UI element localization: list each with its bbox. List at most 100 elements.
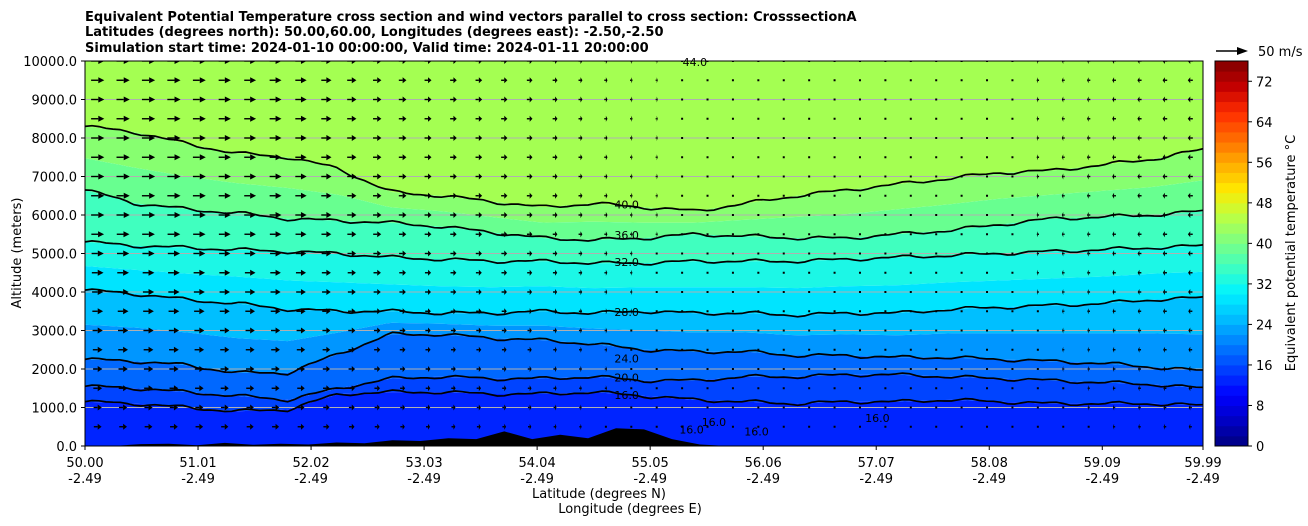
wind-vector — [909, 271, 912, 274]
wind-vector-head — [173, 366, 179, 372]
wind-vector-head — [174, 135, 181, 141]
wind-vector-head — [428, 231, 432, 238]
wind-vector-head — [402, 385, 406, 392]
wind-vector-head — [1137, 231, 1140, 238]
wind-vector-head — [453, 115, 457, 122]
wind-vector-head — [97, 250, 104, 257]
wind-vector — [808, 406, 811, 409]
wind-vector — [858, 252, 861, 255]
wind-vector-head — [605, 173, 608, 180]
plot-fill-layer — [85, 61, 1203, 446]
wind-vector-head — [224, 366, 230, 372]
wind-vector — [681, 175, 684, 178]
wind-vector — [681, 117, 684, 120]
wind-vector-head — [1061, 77, 1064, 84]
wind-vector — [1011, 194, 1014, 197]
wind-vector-head — [300, 115, 307, 122]
wind-vector-head — [1188, 423, 1191, 430]
wind-vector-head — [428, 192, 432, 199]
wind-vector — [782, 425, 785, 428]
wind-vector-head — [148, 250, 155, 257]
wind-vector-head — [97, 366, 103, 372]
wind-vector-head — [428, 423, 431, 430]
wind-vector-head — [478, 250, 482, 257]
wind-vector-head — [326, 404, 330, 411]
wind-vector-head — [377, 269, 381, 276]
contour-line-16 — [85, 389, 1203, 413]
wind-vector-head — [605, 346, 608, 353]
wind-vector-head — [453, 154, 457, 161]
x-tick-label-lat: 58.08 — [971, 456, 1008, 471]
wind-vector-head — [377, 173, 382, 180]
wind-vector — [706, 252, 709, 255]
wind-vector-head — [529, 250, 533, 257]
wind-vector — [808, 291, 811, 293]
wind-vector-head — [1188, 289, 1191, 295]
wind-vector-head — [224, 77, 231, 84]
wind-vector-head — [174, 231, 181, 238]
wind-vector-head — [1112, 366, 1115, 372]
wind-vector-head — [453, 77, 457, 84]
wind-vector-head — [656, 192, 658, 199]
wind-vector — [681, 233, 684, 236]
colorbar-segment — [1215, 162, 1248, 173]
wind-vector-head — [631, 289, 633, 295]
wind-vector-head — [1163, 404, 1165, 411]
wind-vector-head — [1062, 327, 1064, 334]
wind-vector — [858, 425, 861, 428]
wind-vector-head — [555, 115, 558, 122]
wind-vector — [681, 252, 684, 255]
wind-vector-head — [504, 308, 507, 315]
wind-vector-head — [504, 385, 507, 392]
wind-vector-head — [275, 385, 280, 392]
wind-vector — [935, 79, 938, 82]
wind-vector-head — [555, 135, 558, 141]
wind-vector-head — [428, 250, 432, 257]
wind-vector — [731, 156, 734, 159]
wind-vector — [909, 425, 912, 428]
wind-vector-head — [478, 289, 482, 295]
wind-vector — [808, 348, 811, 351]
wind-vector-head — [250, 96, 257, 103]
colorbar-segment — [1215, 223, 1248, 234]
wind-vector-head — [97, 423, 102, 430]
wind-vector-head — [529, 192, 533, 199]
wind-vector-head — [148, 423, 153, 430]
wind-vector-head — [1187, 231, 1191, 238]
wind-vector-head — [199, 77, 206, 84]
wind-vector — [884, 368, 887, 370]
colorbar-segment — [1215, 71, 1248, 82]
wind-vector — [1036, 406, 1039, 409]
wind-vector — [808, 233, 811, 236]
wind-vector — [960, 252, 963, 255]
wind-vector-head — [199, 269, 206, 276]
wind-vector-head — [123, 115, 130, 122]
wind-vector-head — [224, 173, 231, 180]
wind-vector — [630, 368, 633, 370]
wind-vector-head — [580, 308, 583, 315]
wind-vector-head — [224, 308, 230, 315]
wind-vector-head — [275, 289, 281, 295]
wind-vector-head — [402, 250, 407, 257]
wind-vector-head — [351, 61, 357, 64]
wind-vector — [706, 156, 709, 159]
contour-label: 16.0 — [702, 416, 727, 429]
wind-vector — [1011, 368, 1014, 370]
wind-vector — [858, 271, 861, 274]
wind-vector-head — [478, 231, 483, 238]
wind-vector — [655, 387, 658, 390]
y-tick-label: 2000.0 — [32, 363, 78, 378]
wind-vector-head — [453, 269, 457, 276]
wind-vector — [986, 156, 989, 159]
wind-vector-head — [428, 77, 432, 84]
x-axis-label-longitude: Longitude (degrees E) — [558, 502, 702, 517]
wind-vector-head — [504, 269, 508, 276]
wind-vector-head — [1112, 115, 1115, 122]
wind-vector-head — [123, 77, 130, 84]
wind-vector-head — [580, 96, 583, 103]
wind-vector — [858, 156, 861, 159]
wind-vector-head — [123, 308, 129, 315]
contour-label: 24.0 — [614, 352, 639, 365]
wind-vector-head — [199, 346, 205, 353]
wind-vector-head — [224, 269, 231, 276]
